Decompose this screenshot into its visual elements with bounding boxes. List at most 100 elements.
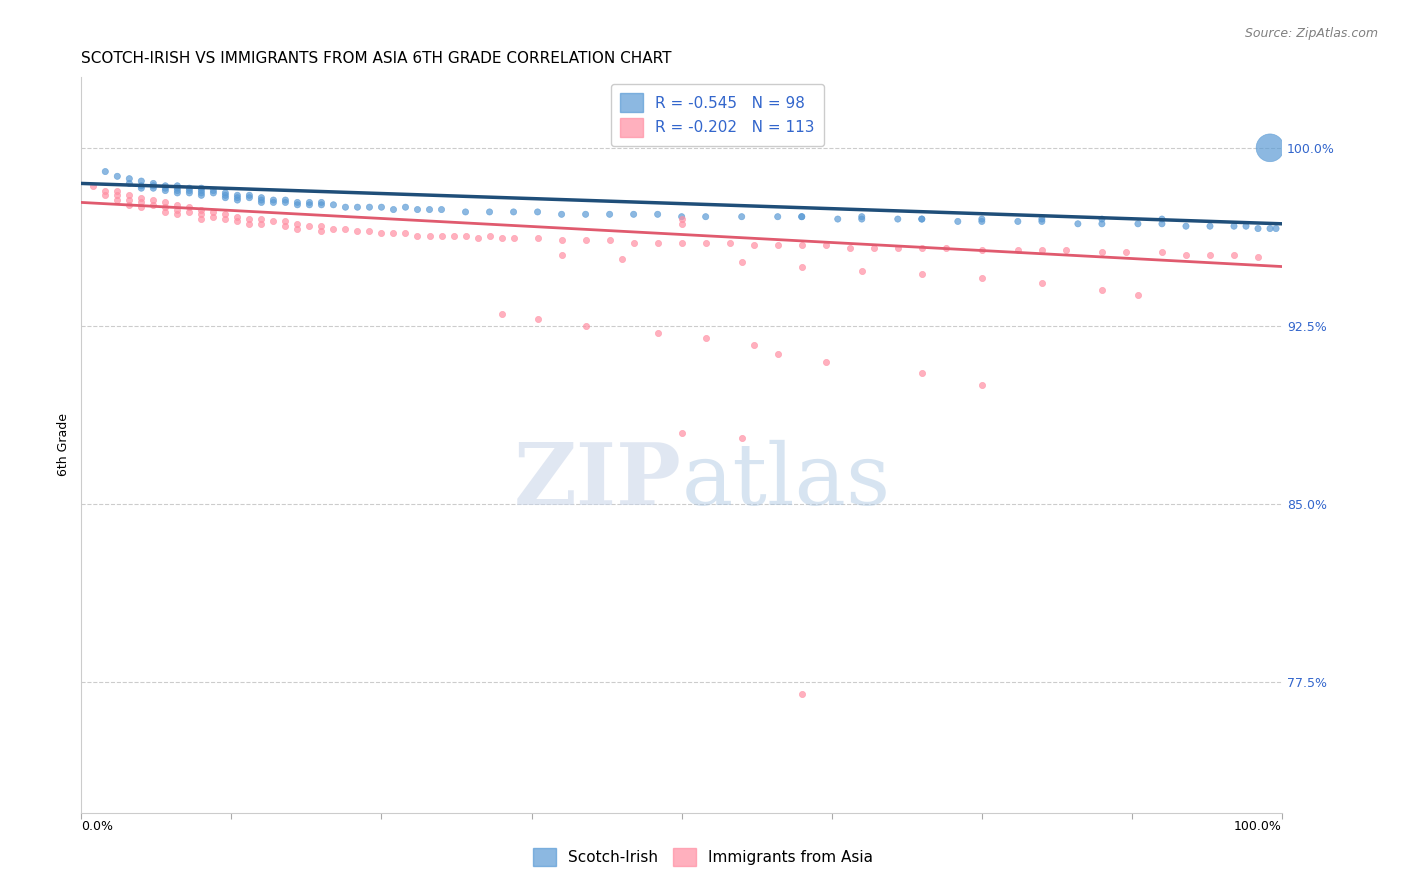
Point bbox=[454, 228, 477, 243]
Point bbox=[311, 224, 333, 238]
Point bbox=[526, 231, 548, 245]
Point bbox=[190, 207, 212, 221]
Point bbox=[946, 214, 969, 228]
Point bbox=[226, 191, 249, 205]
Point bbox=[790, 260, 813, 274]
Point bbox=[335, 221, 357, 235]
Point bbox=[671, 210, 693, 224]
Point bbox=[202, 210, 225, 224]
Point bbox=[298, 219, 321, 234]
Point bbox=[250, 195, 273, 210]
Point bbox=[970, 214, 993, 228]
Point bbox=[478, 205, 501, 219]
Point bbox=[1234, 219, 1257, 234]
Point bbox=[911, 367, 934, 381]
Point bbox=[166, 186, 188, 200]
Point bbox=[298, 195, 321, 210]
Point bbox=[179, 181, 201, 195]
Point bbox=[94, 188, 117, 202]
Point bbox=[250, 191, 273, 205]
Point bbox=[262, 193, 284, 207]
Point bbox=[731, 210, 754, 224]
Point bbox=[742, 238, 765, 252]
Text: ZIP: ZIP bbox=[515, 440, 682, 524]
Point bbox=[238, 191, 260, 205]
Point bbox=[851, 212, 873, 227]
Point bbox=[491, 307, 513, 321]
Point bbox=[671, 235, 693, 250]
Point bbox=[1150, 212, 1173, 227]
Point bbox=[311, 195, 333, 210]
Point bbox=[214, 186, 236, 200]
Point bbox=[766, 238, 789, 252]
Point bbox=[262, 214, 284, 228]
Point bbox=[287, 217, 309, 231]
Point bbox=[226, 193, 249, 207]
Point bbox=[166, 202, 188, 217]
Point bbox=[370, 227, 392, 241]
Point bbox=[131, 181, 153, 195]
Point bbox=[911, 267, 934, 281]
Point bbox=[671, 425, 693, 440]
Point bbox=[105, 193, 128, 207]
Point bbox=[671, 217, 693, 231]
Point bbox=[131, 174, 153, 188]
Point bbox=[131, 191, 153, 205]
Point bbox=[287, 195, 309, 210]
Point bbox=[131, 178, 153, 193]
Point bbox=[1115, 245, 1137, 260]
Point bbox=[1223, 248, 1246, 262]
Point bbox=[526, 311, 548, 326]
Point bbox=[118, 193, 141, 207]
Point bbox=[599, 234, 621, 248]
Point bbox=[155, 181, 177, 195]
Point bbox=[322, 221, 344, 235]
Point bbox=[118, 188, 141, 202]
Point bbox=[1175, 248, 1198, 262]
Point bbox=[1007, 243, 1029, 257]
Point bbox=[190, 184, 212, 198]
Point bbox=[478, 228, 501, 243]
Point bbox=[647, 326, 669, 340]
Point bbox=[550, 248, 572, 262]
Point bbox=[1007, 214, 1029, 228]
Legend: R = -0.545   N = 98, R = -0.202   N = 113: R = -0.545 N = 98, R = -0.202 N = 113 bbox=[612, 84, 824, 146]
Point bbox=[430, 228, 453, 243]
Point bbox=[382, 202, 405, 217]
Point bbox=[250, 217, 273, 231]
Point bbox=[731, 255, 754, 269]
Point bbox=[623, 207, 645, 221]
Point bbox=[105, 169, 128, 184]
Point bbox=[311, 198, 333, 212]
Point bbox=[1067, 217, 1090, 231]
Text: atlas: atlas bbox=[682, 440, 891, 523]
Point bbox=[166, 178, 188, 193]
Point bbox=[574, 234, 596, 248]
Point bbox=[202, 186, 225, 200]
Point bbox=[550, 207, 572, 221]
Point bbox=[335, 200, 357, 214]
Point bbox=[394, 227, 416, 241]
Point bbox=[250, 212, 273, 227]
Point bbox=[190, 186, 212, 200]
Point bbox=[887, 212, 910, 227]
Point bbox=[179, 184, 201, 198]
Point bbox=[695, 331, 717, 345]
Point bbox=[1031, 212, 1053, 227]
Point bbox=[214, 212, 236, 227]
Point bbox=[970, 271, 993, 285]
Point bbox=[574, 318, 596, 333]
Point bbox=[1091, 217, 1114, 231]
Point bbox=[731, 431, 754, 445]
Point bbox=[214, 191, 236, 205]
Point bbox=[226, 214, 249, 228]
Point bbox=[155, 184, 177, 198]
Point bbox=[406, 202, 429, 217]
Point bbox=[142, 193, 165, 207]
Point bbox=[526, 205, 548, 219]
Point bbox=[346, 200, 368, 214]
Point bbox=[695, 235, 717, 250]
Text: 100.0%: 100.0% bbox=[1234, 820, 1282, 833]
Point bbox=[1223, 219, 1246, 234]
Point bbox=[911, 212, 934, 227]
